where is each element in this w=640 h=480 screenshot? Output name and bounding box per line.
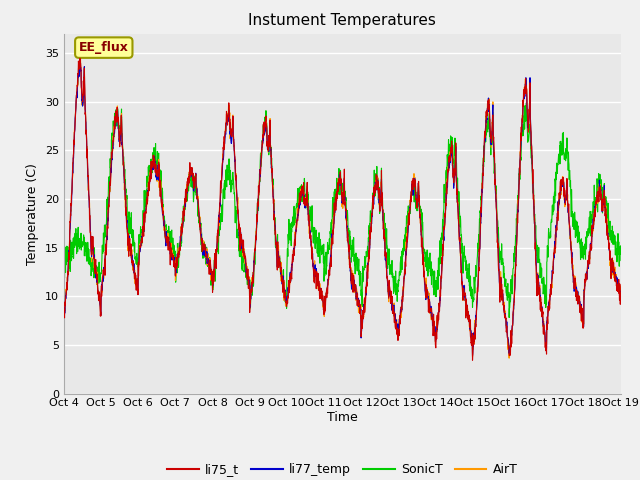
Title: Instument Temperatures: Instument Temperatures (248, 13, 436, 28)
SonicT (358, 276, 366, 282)
li77_temp (617, 293, 625, 299)
AirT (371, 188, 379, 194)
AirT (216, 204, 223, 210)
li77_temp (77, 60, 84, 66)
li75_t (617, 293, 625, 299)
li75_t (371, 186, 379, 192)
AirT (506, 355, 513, 361)
SonicT (216, 232, 223, 238)
SonicT (504, 293, 512, 299)
li75_t (568, 255, 576, 261)
AirT (504, 339, 512, 345)
li75_t (468, 357, 476, 363)
AirT (584, 264, 591, 269)
li77_temp (60, 309, 68, 315)
li77_temp (568, 251, 576, 256)
SonicT (371, 194, 378, 200)
AirT (568, 261, 576, 266)
li75_t (505, 345, 513, 351)
AirT (617, 291, 625, 297)
Text: EE_flux: EE_flux (79, 41, 129, 54)
li77_temp (359, 318, 367, 324)
Line: li77_temp: li77_temp (64, 63, 621, 356)
Line: SonicT: SonicT (64, 103, 621, 317)
li77_temp (468, 353, 476, 359)
SonicT (522, 100, 530, 106)
li75_t (359, 310, 367, 316)
X-axis label: Time: Time (327, 411, 358, 424)
li77_temp (505, 341, 513, 347)
Line: AirT: AirT (64, 58, 621, 358)
AirT (77, 55, 84, 60)
Legend: li75_t, li77_temp, SonicT, AirT: li75_t, li77_temp, SonicT, AirT (163, 458, 522, 480)
li77_temp (371, 188, 379, 193)
SonicT (617, 243, 625, 249)
li75_t (60, 306, 68, 312)
li77_temp (216, 207, 223, 213)
li75_t (76, 55, 84, 61)
SonicT (584, 234, 591, 240)
Y-axis label: Temperature (C): Temperature (C) (26, 163, 40, 264)
SonicT (60, 283, 68, 288)
SonicT (506, 314, 513, 320)
li75_t (216, 209, 223, 215)
Line: li75_t: li75_t (64, 58, 621, 360)
SonicT (568, 212, 576, 218)
AirT (359, 311, 367, 316)
li77_temp (584, 264, 591, 270)
li75_t (584, 263, 591, 268)
AirT (60, 314, 68, 320)
